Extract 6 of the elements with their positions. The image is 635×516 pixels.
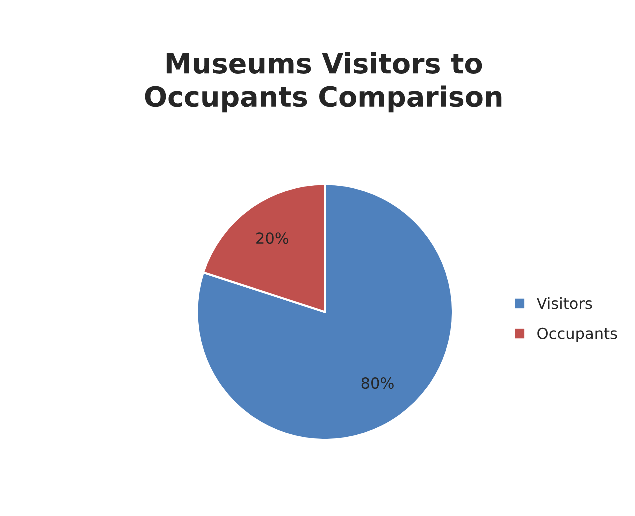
chart-title: Museums Visitors to Occupants Comparison [145, 52, 502, 113]
data-label: 80% [362, 378, 394, 390]
pie-slice [196, 183, 454, 442]
legend-label: Occupants [538, 328, 618, 342]
data-label: 20% [256, 232, 289, 244]
legend-label: Visitors [536, 297, 592, 310]
